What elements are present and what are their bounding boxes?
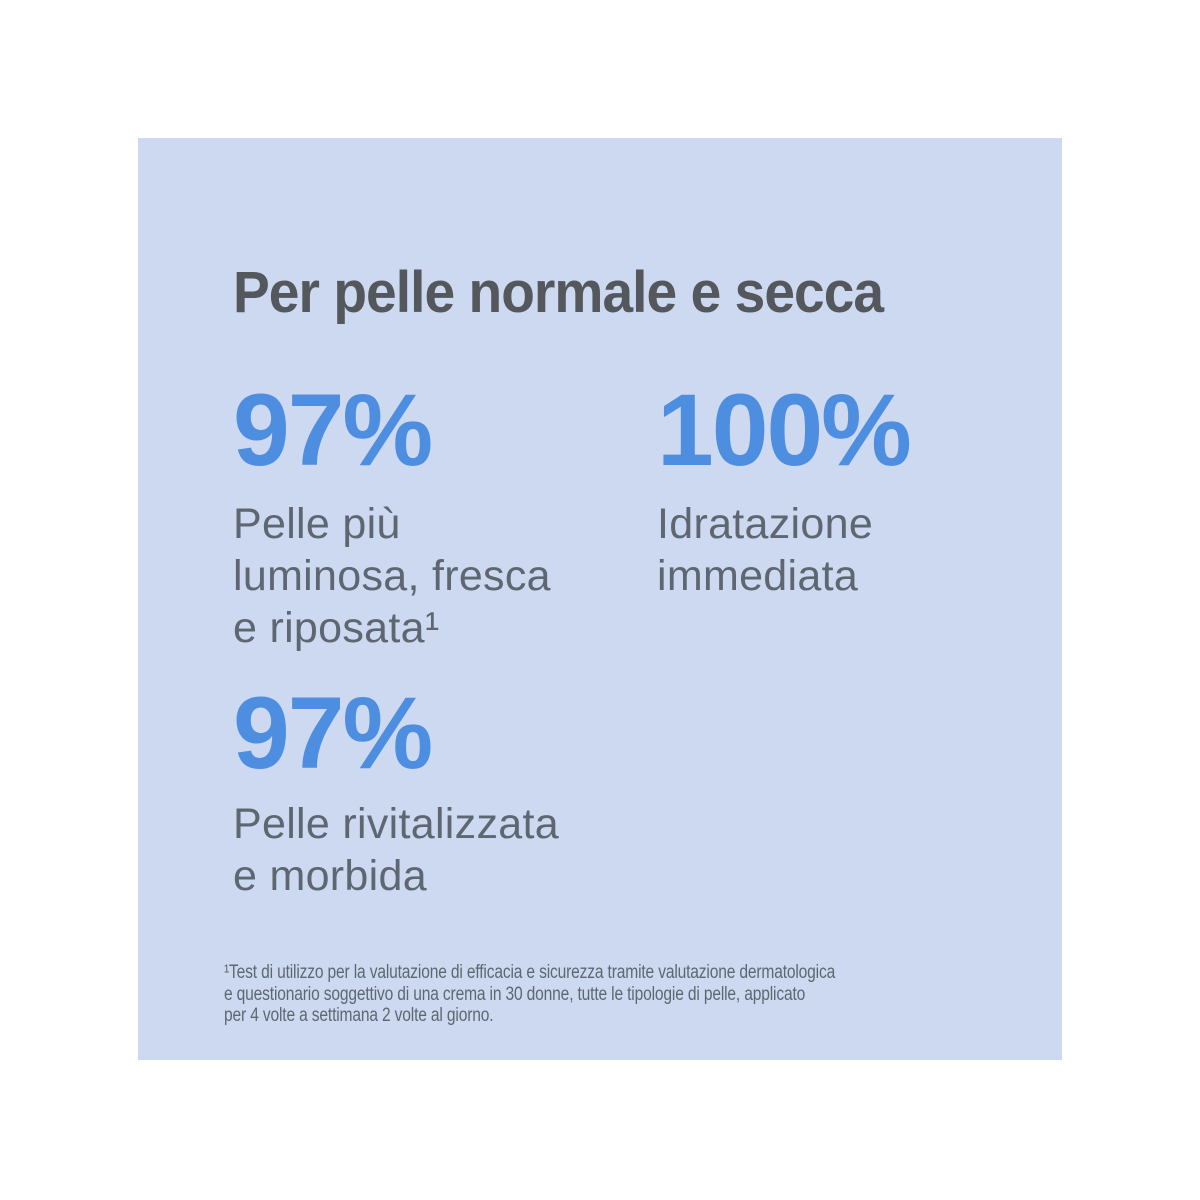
stat-value-2: 100%: [657, 373, 912, 487]
panel-heading: Per pelle normale e secca: [233, 260, 884, 325]
footnote: ¹Test di utilizzo per la valutazione di …: [224, 962, 836, 1026]
stat-value-1: 97%: [233, 373, 433, 487]
stat-description-1: Pelle più luminosa, fresca e riposata¹: [233, 500, 551, 652]
stat-value-3: 97%: [233, 676, 433, 790]
stat-description-2: Idratazione immediata: [657, 500, 874, 600]
stat-description-3: Pelle rivitalizzata e morbida: [233, 800, 559, 900]
claims-panel: Per pelle normale e secca 97% Pelle più …: [138, 138, 1062, 1060]
